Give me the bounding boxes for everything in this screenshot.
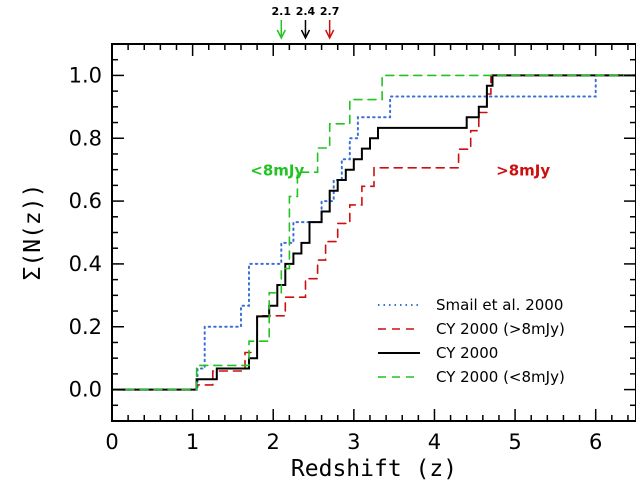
labels-layer: 0 1 2 3 4 5 6 0.0 0.2 0.4 0.6 0.8 1.0 xyxy=(69,63,603,454)
series-line-cy-2000-8mjy xyxy=(111,74,636,391)
x-tick-label: 0 xyxy=(105,430,118,454)
top-markers: 2.1 2.4 2.7 xyxy=(272,5,340,40)
top-marker-arrowhead xyxy=(324,29,335,40)
series-line-cy-2000-8mjy xyxy=(111,74,636,391)
y-tick-label: 0.2 xyxy=(69,315,102,339)
x-tick-label: 1 xyxy=(186,430,199,454)
top-marker-arrowhead xyxy=(300,29,311,40)
ticks-layer xyxy=(111,43,636,422)
x-tick-label: 2 xyxy=(267,430,280,454)
series-line-smail-et-al-2000 xyxy=(111,74,636,391)
annotations: <8mJy >8mJy xyxy=(250,162,550,180)
legend-label: CY 2000 xyxy=(436,344,498,362)
top-marker-label: 2.7 xyxy=(320,5,340,18)
annotation-8mjy: >8mJy xyxy=(496,162,550,180)
top-marker-label: 2.1 xyxy=(272,5,292,18)
x-tick-label: 3 xyxy=(347,430,360,454)
series-layer xyxy=(111,74,636,391)
x-tick-label: 4 xyxy=(428,430,441,454)
y-tick-label: 0.0 xyxy=(69,378,102,402)
y-tick-label: 1.0 xyxy=(69,63,102,87)
top-marker-label: 2.4 xyxy=(296,5,316,18)
legend: Smail et al. 2000 CY 2000 (>8mJy) CY 2000 C… xyxy=(378,296,565,386)
y-tick-label: 0.4 xyxy=(69,252,102,276)
y-tick-label: 0.6 xyxy=(69,189,102,213)
y-axis-title: Σ(N(z)) xyxy=(20,184,46,281)
x-tick-label: 5 xyxy=(508,430,521,454)
annotation-8mjy: <8mJy xyxy=(250,162,304,180)
top-marker-arrowhead xyxy=(276,29,286,40)
legend-label: CY 2000 (>8mJy) xyxy=(436,320,565,338)
series-line-cy-2000 xyxy=(111,74,636,391)
legend-label: CY 2000 (<8mJy) xyxy=(436,368,565,386)
plot-frame xyxy=(111,43,636,422)
legend-label: Smail et al. 2000 xyxy=(436,296,563,314)
y-tick-label: 0.8 xyxy=(69,126,102,150)
x-tick-label: 6 xyxy=(589,430,602,454)
x-axis-title: Redshift (z) xyxy=(291,456,457,482)
